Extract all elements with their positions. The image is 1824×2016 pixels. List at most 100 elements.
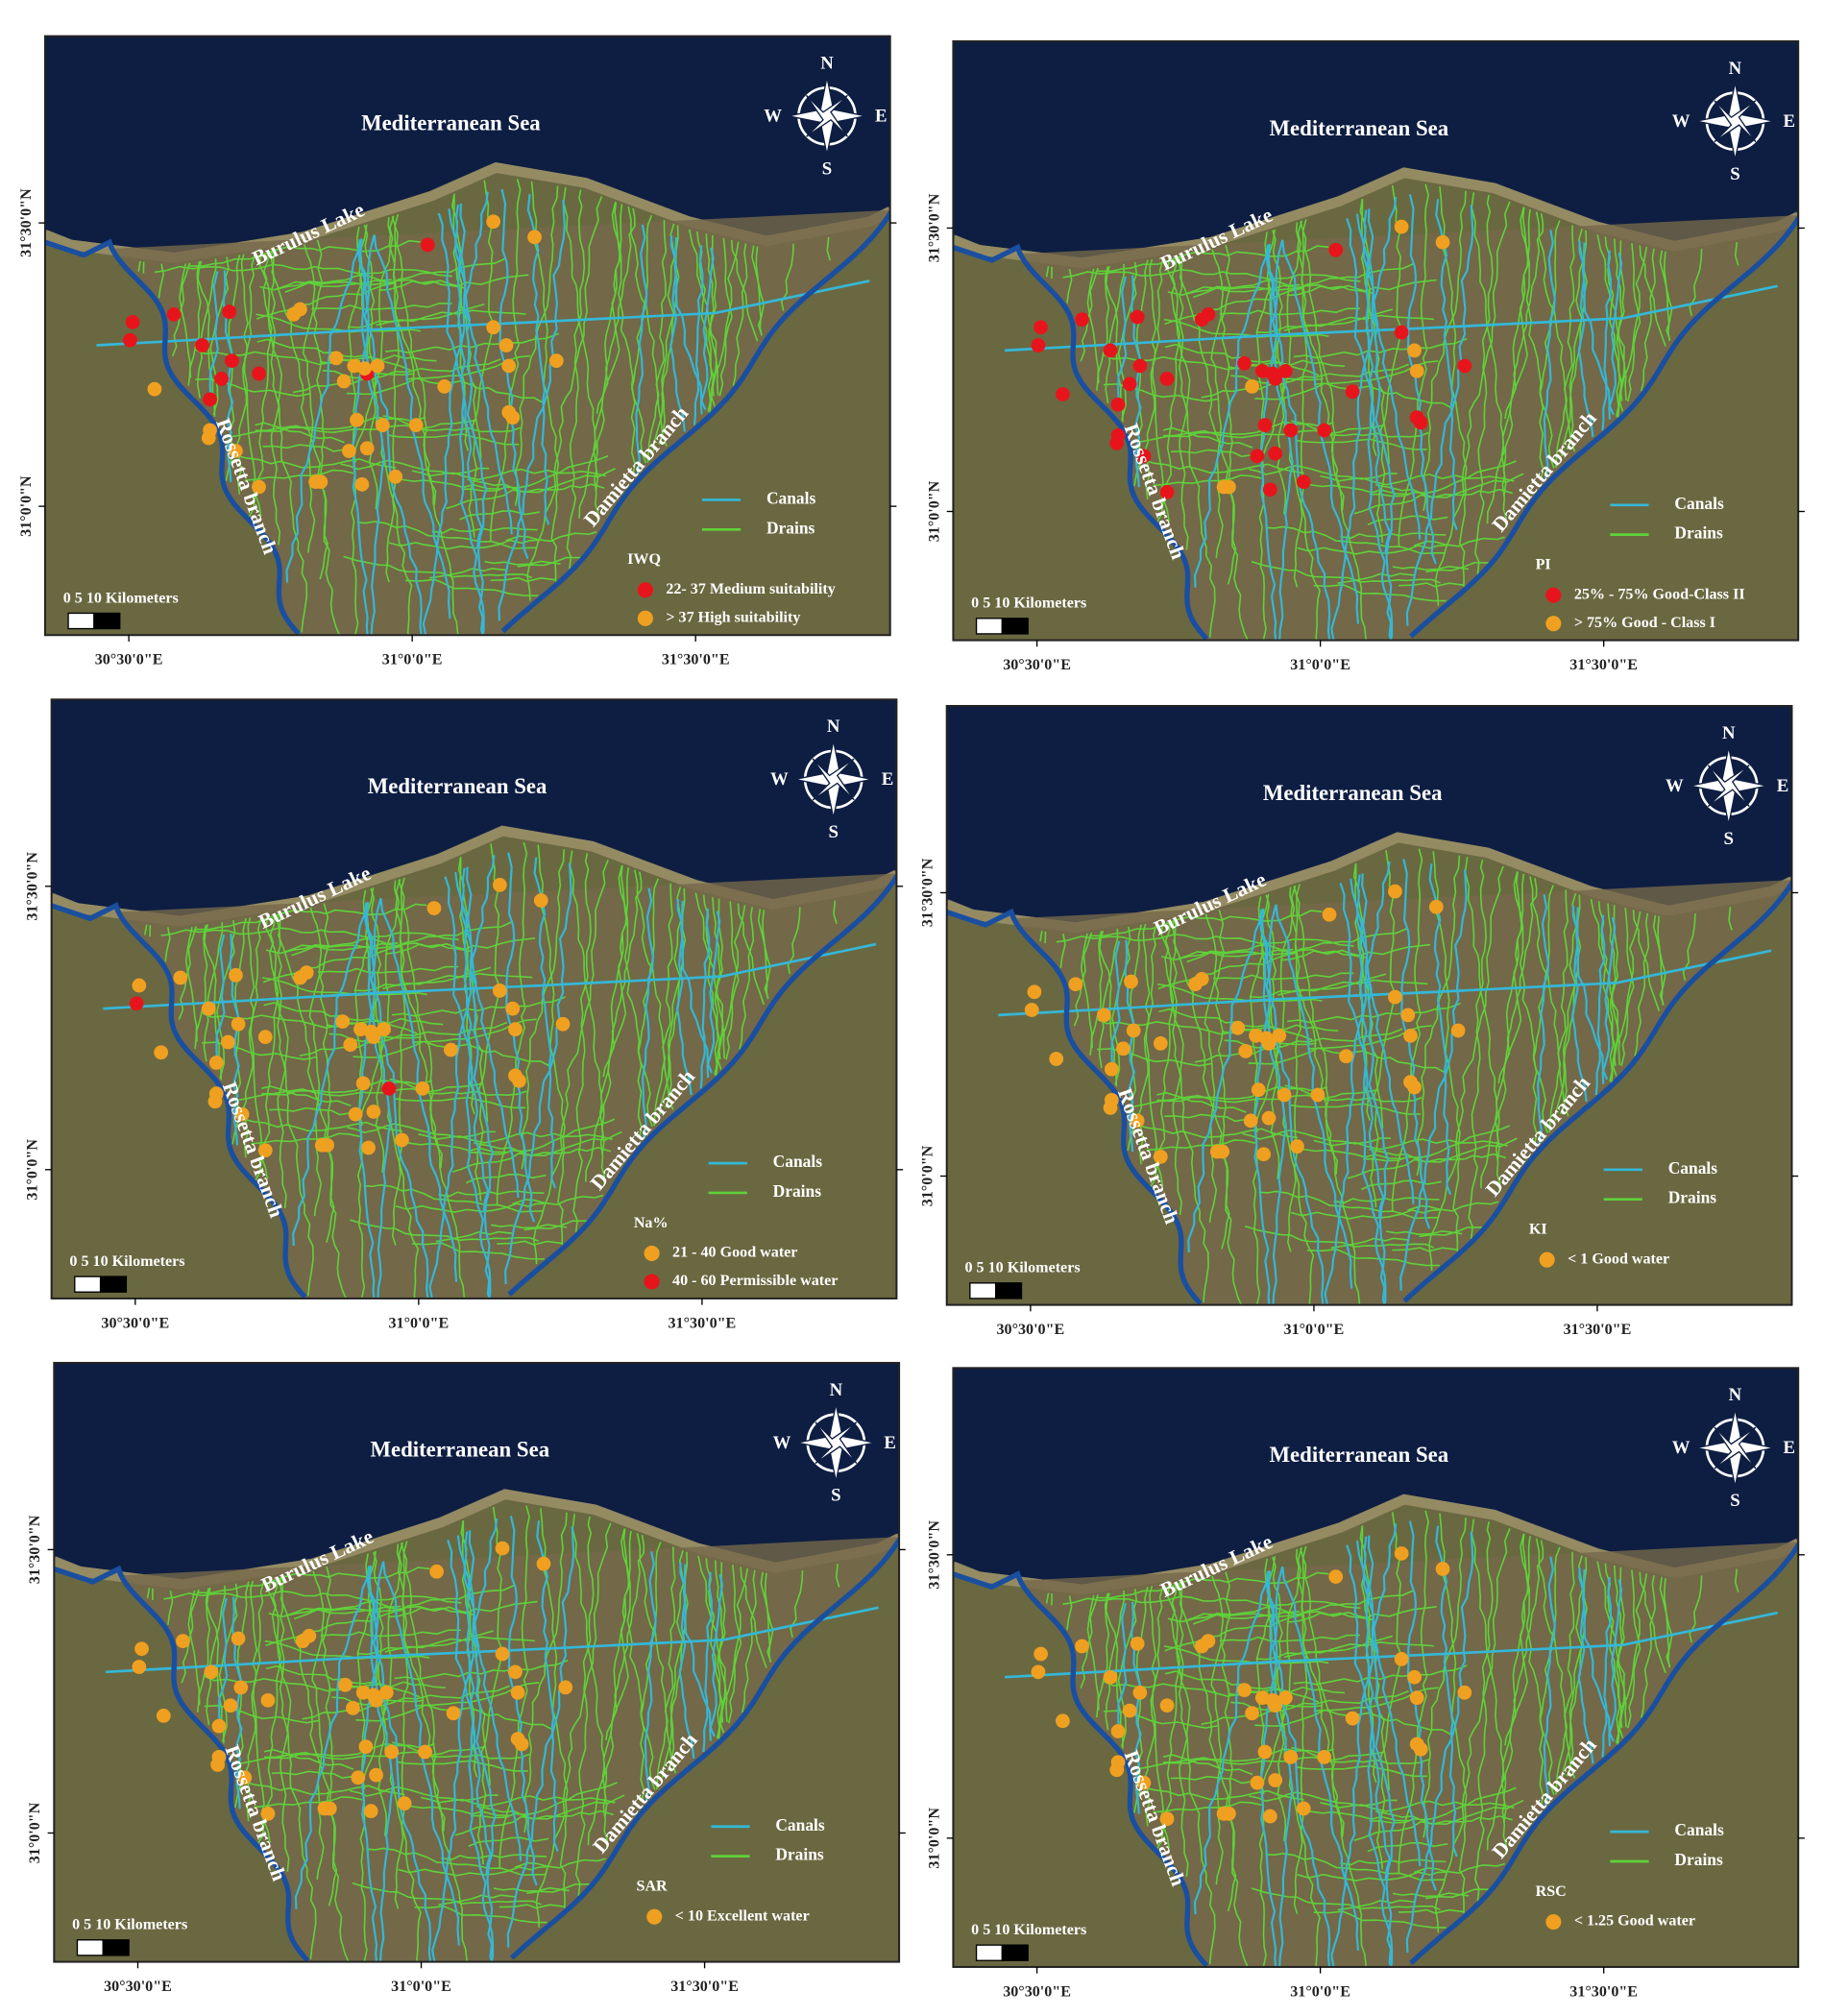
drain bbox=[391, 877, 406, 1246]
drain bbox=[1162, 426, 1253, 449]
drain bbox=[1059, 933, 1066, 968]
sample-point bbox=[338, 1677, 353, 1692]
drain bbox=[1090, 931, 1104, 1049]
compass-s: S bbox=[831, 1486, 840, 1506]
rosetta-river bbox=[44, 238, 301, 636]
drain bbox=[521, 849, 566, 1170]
rosetta-river bbox=[953, 1570, 1209, 1967]
drain bbox=[398, 1865, 547, 1877]
sample-point bbox=[429, 1564, 445, 1579]
drain bbox=[739, 907, 755, 1050]
drain bbox=[446, 468, 616, 510]
canal bbox=[673, 237, 707, 410]
drain bbox=[1105, 1591, 1126, 1731]
compass-e: E bbox=[882, 769, 894, 789]
drain bbox=[1098, 928, 1119, 1068]
drain bbox=[1652, 914, 1666, 1006]
drain bbox=[1214, 910, 1230, 1250]
drain bbox=[257, 1577, 281, 1844]
drain bbox=[1153, 1801, 1262, 1813]
canal bbox=[358, 897, 382, 1299]
sample-point bbox=[1245, 379, 1259, 394]
sample-point bbox=[1096, 1008, 1111, 1023]
compass: N S E W bbox=[1672, 1385, 1795, 1511]
sample-point bbox=[1278, 363, 1293, 378]
drain bbox=[787, 907, 801, 975]
sample-point bbox=[1345, 384, 1360, 400]
drain bbox=[1320, 474, 1515, 486]
drain bbox=[394, 1541, 409, 1909]
sample-point bbox=[1400, 1008, 1416, 1023]
sample-point bbox=[514, 1737, 529, 1752]
sample-point bbox=[1268, 446, 1283, 461]
drain bbox=[239, 1779, 405, 1796]
legend-label: > 37 High suitability bbox=[666, 610, 800, 626]
sample-point bbox=[415, 1081, 430, 1096]
drain bbox=[1162, 1754, 1253, 1776]
sample-point bbox=[1250, 1775, 1265, 1790]
drain bbox=[1626, 243, 1642, 402]
drain bbox=[243, 252, 262, 517]
drain bbox=[1156, 255, 1180, 522]
drain bbox=[302, 244, 316, 553]
sample-point bbox=[555, 1016, 571, 1032]
compass-e: E bbox=[1777, 776, 1789, 796]
sample-point bbox=[1153, 1036, 1168, 1051]
drain bbox=[1287, 884, 1301, 1252]
canal bbox=[1117, 1602, 1128, 1735]
drain bbox=[1156, 1091, 1247, 1113]
sample-point bbox=[1031, 1664, 1046, 1680]
drain bbox=[718, 237, 733, 397]
drain bbox=[418, 1131, 613, 1144]
map-body bbox=[946, 706, 1792, 1305]
sample-point bbox=[317, 1801, 332, 1816]
drain bbox=[1062, 1595, 1301, 1614]
canal bbox=[1193, 1570, 1271, 1915]
rosetta-river bbox=[946, 908, 1203, 1305]
sample-point bbox=[1126, 1023, 1141, 1038]
drain bbox=[311, 1570, 325, 1880]
map-frame bbox=[952, 1367, 1800, 1968]
sample-point bbox=[308, 474, 323, 490]
sample-point bbox=[208, 1056, 224, 1070]
drain bbox=[1689, 1575, 1703, 1643]
drain bbox=[1609, 905, 1618, 1082]
sample-point bbox=[512, 1073, 526, 1088]
canal bbox=[1259, 239, 1284, 641]
drain bbox=[523, 1512, 568, 1833]
sample-point bbox=[1024, 1003, 1039, 1017]
sample-point bbox=[1407, 343, 1422, 358]
drain bbox=[1548, 889, 1569, 1133]
index-title: IWQ bbox=[627, 551, 661, 568]
sample-point bbox=[1407, 1669, 1422, 1685]
sample-point bbox=[366, 1105, 381, 1119]
sample-point bbox=[381, 1081, 397, 1096]
canal bbox=[454, 871, 520, 1199]
canal bbox=[215, 934, 226, 1066]
canal bbox=[294, 1565, 372, 1909]
drain bbox=[1138, 458, 1304, 474]
drain bbox=[270, 249, 281, 546]
sample-point bbox=[397, 1796, 412, 1811]
lon-label: 31°0'0"E bbox=[1290, 1983, 1350, 2000]
drain bbox=[605, 1535, 645, 1741]
drain bbox=[833, 900, 838, 925]
legend-swatch bbox=[637, 582, 653, 598]
canal bbox=[1350, 878, 1415, 1204]
drain bbox=[727, 1565, 742, 1724]
drain bbox=[253, 1578, 271, 1843]
map-frame bbox=[43, 35, 891, 637]
compass-n: N bbox=[830, 1380, 843, 1400]
drain bbox=[1204, 913, 1218, 1224]
drain bbox=[137, 260, 141, 272]
drain bbox=[1369, 1148, 1507, 1163]
sample-point bbox=[1237, 1683, 1252, 1697]
drain bbox=[602, 871, 643, 1078]
sample-point bbox=[1409, 363, 1424, 378]
drain bbox=[366, 1847, 547, 1877]
canal bbox=[1355, 213, 1422, 540]
sample-point bbox=[388, 469, 403, 484]
drain bbox=[206, 1587, 225, 1744]
sample-point bbox=[123, 332, 137, 348]
drain bbox=[1173, 919, 1243, 1305]
